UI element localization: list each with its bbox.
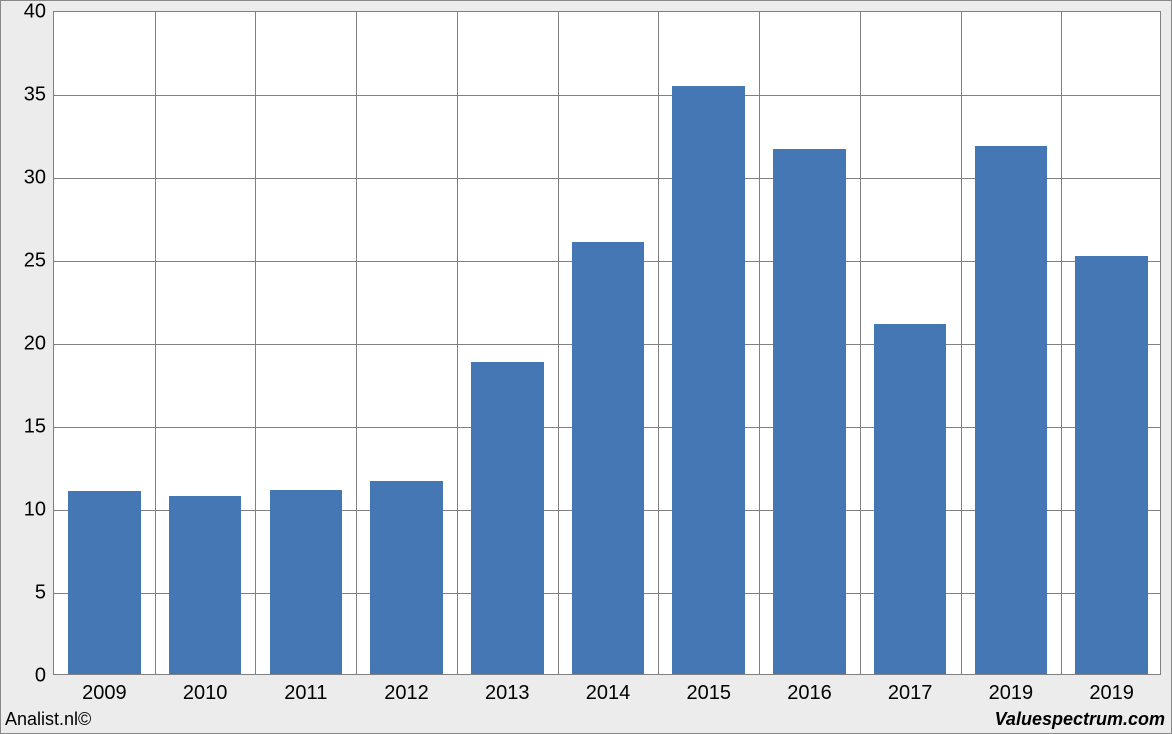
bar (68, 491, 141, 674)
y-tick-label: 20 (24, 333, 46, 356)
y-tick-label: 15 (24, 416, 46, 439)
x-tick-label: 2014 (586, 682, 631, 705)
x-tick-label: 2017 (888, 682, 933, 705)
footer-left-text: Analist.nl© (5, 709, 91, 730)
grid-line-vertical (860, 12, 861, 674)
bar (773, 149, 846, 674)
bar (370, 481, 443, 674)
x-tick-label: 2009 (82, 682, 127, 705)
y-tick-label: 25 (24, 250, 46, 273)
bar (1075, 256, 1148, 674)
grid-line-horizontal (54, 95, 1160, 96)
x-tick-label: 2013 (485, 682, 530, 705)
bar (169, 496, 242, 674)
y-tick-label: 30 (24, 167, 46, 190)
x-tick-label: 2010 (183, 682, 228, 705)
y-tick-label: 10 (24, 499, 46, 522)
x-tick-label: 2016 (787, 682, 832, 705)
grid-line-vertical (1061, 12, 1062, 674)
y-tick-label: 35 (24, 84, 46, 107)
x-tick-label: 2011 (284, 682, 327, 705)
y-tick-label: 0 (35, 665, 46, 688)
bar (672, 86, 745, 674)
grid-line-vertical (457, 12, 458, 674)
x-tick-label: 2019 (989, 682, 1034, 705)
grid-line-vertical (961, 12, 962, 674)
bar (471, 362, 544, 674)
bar (874, 324, 947, 674)
grid-line-vertical (155, 12, 156, 674)
grid-line-vertical (759, 12, 760, 674)
x-tick-label: 2012 (384, 682, 429, 705)
x-tick-label: 2015 (686, 682, 731, 705)
y-tick-label: 40 (24, 1, 46, 24)
plot-area: 0510152025303540200920102011201220132014… (53, 11, 1161, 675)
y-tick-label: 5 (35, 582, 46, 605)
footer-right-text: Valuespectrum.com (995, 709, 1165, 730)
bar (270, 490, 343, 674)
bar (572, 242, 645, 674)
bar (975, 146, 1048, 674)
grid-line-vertical (255, 12, 256, 674)
x-tick-label: 2019 (1089, 682, 1134, 705)
grid-line-vertical (658, 12, 659, 674)
grid-line-vertical (356, 12, 357, 674)
grid-line-vertical (558, 12, 559, 674)
chart-container: 0 5 10 15 20 25 30 35 40 2009 2010 2011 2012 2013 2014… (0, 0, 1172, 734)
